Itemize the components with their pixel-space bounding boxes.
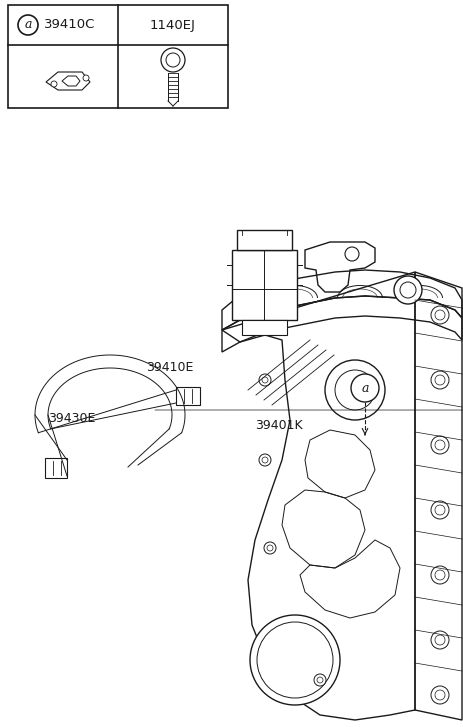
Bar <box>45 458 67 478</box>
Circle shape <box>430 501 448 519</box>
Circle shape <box>83 75 89 81</box>
Circle shape <box>258 454 270 466</box>
Text: 39401K: 39401K <box>254 419 301 432</box>
Circle shape <box>350 374 378 402</box>
Bar <box>175 387 200 405</box>
Circle shape <box>334 370 374 410</box>
Text: 39410C: 39410C <box>44 18 95 31</box>
Text: a: a <box>361 382 368 395</box>
Circle shape <box>434 570 444 580</box>
Circle shape <box>18 15 38 35</box>
Circle shape <box>161 48 185 72</box>
Circle shape <box>430 371 448 389</box>
Circle shape <box>430 631 448 649</box>
Bar <box>232 250 296 320</box>
Circle shape <box>263 542 275 554</box>
Circle shape <box>434 375 444 385</box>
Bar <box>237 230 291 250</box>
Circle shape <box>166 53 180 67</box>
Circle shape <box>266 545 272 551</box>
Circle shape <box>344 247 358 261</box>
Text: a: a <box>24 18 31 31</box>
Circle shape <box>262 377 268 383</box>
Circle shape <box>434 310 444 320</box>
Circle shape <box>262 457 268 463</box>
Circle shape <box>434 690 444 700</box>
Circle shape <box>324 360 384 420</box>
Circle shape <box>430 686 448 704</box>
Circle shape <box>257 622 332 698</box>
Circle shape <box>51 81 57 87</box>
Circle shape <box>430 566 448 584</box>
Circle shape <box>258 374 270 386</box>
Text: 1140EJ: 1140EJ <box>150 18 195 31</box>
Circle shape <box>434 440 444 450</box>
Bar <box>8 5 227 108</box>
Circle shape <box>316 677 322 683</box>
Circle shape <box>430 436 448 454</box>
Circle shape <box>313 674 325 686</box>
Circle shape <box>399 282 415 298</box>
Circle shape <box>393 276 421 304</box>
Circle shape <box>434 505 444 515</box>
Circle shape <box>434 635 444 645</box>
Text: 39410E: 39410E <box>145 361 193 374</box>
Circle shape <box>430 306 448 324</box>
Bar <box>242 320 287 335</box>
Circle shape <box>250 615 339 705</box>
Text: 39430E: 39430E <box>48 411 95 425</box>
